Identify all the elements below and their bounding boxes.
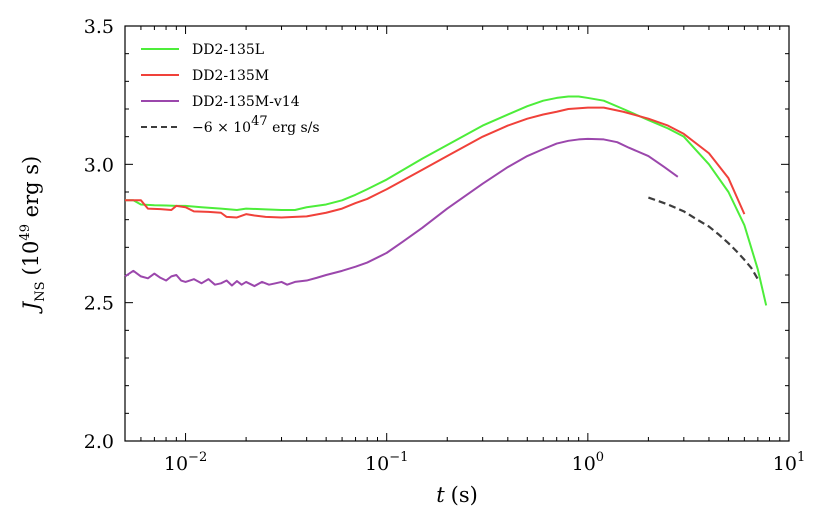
series-line-0 — [125, 95, 768, 306]
legend-label-dd2-135m: DD2-135M — [192, 68, 269, 84]
x-tick-label: 10−2 — [164, 450, 207, 475]
x-axis-unit: (s) — [451, 483, 478, 507]
legend-fit-post: erg s/s — [268, 120, 320, 136]
legend-label-dd2-135m-v14: DD2-135M-v14 — [192, 94, 300, 110]
plot-frame — [124, 25, 790, 442]
y-tick-label: 2.5 — [84, 293, 114, 315]
x-axis: 10−2 10−1 100 101 — [124, 26, 805, 475]
series-line-2 — [124, 137, 679, 288]
y-axis-post: erg s) — [19, 156, 43, 224]
y-axis-pre: (10 — [19, 241, 43, 276]
legend: DD2-135L DD2-135M DD2-135M-v14 −6 × 1047… — [141, 42, 320, 136]
x-tick-label: 10−1 — [365, 450, 408, 475]
y-axis-sub: NS — [33, 282, 48, 302]
x-axis-title: t (s) — [436, 483, 478, 507]
y-axis: 2.0 2.5 3.0 3.5 — [84, 16, 789, 453]
series-line-3 — [648, 196, 759, 280]
y-axis-var: J — [19, 300, 43, 314]
y-tick-label: 3.5 — [84, 16, 114, 38]
x-axis-var: t — [436, 483, 445, 507]
legend-fit-pre: −6 × 10 — [192, 120, 251, 136]
y-axis-title: JNS (1049 erg s) — [18, 156, 48, 314]
y-tick-label: 3.0 — [84, 154, 114, 176]
y-axis-exp: 49 — [18, 224, 33, 241]
legend-label-dd2-135l: DD2-135L — [192, 42, 264, 58]
legend-fit-exp: 47 — [251, 114, 268, 129]
series-layer — [124, 95, 768, 306]
legend-label-spin-down-fit: −6 × 1047 erg s/s — [192, 114, 320, 136]
y-tick-label: 2.0 — [84, 431, 114, 453]
series-line-1 — [125, 106, 746, 219]
x-tick-label: 100 — [572, 450, 604, 475]
x-tick-label: 101 — [773, 450, 805, 475]
